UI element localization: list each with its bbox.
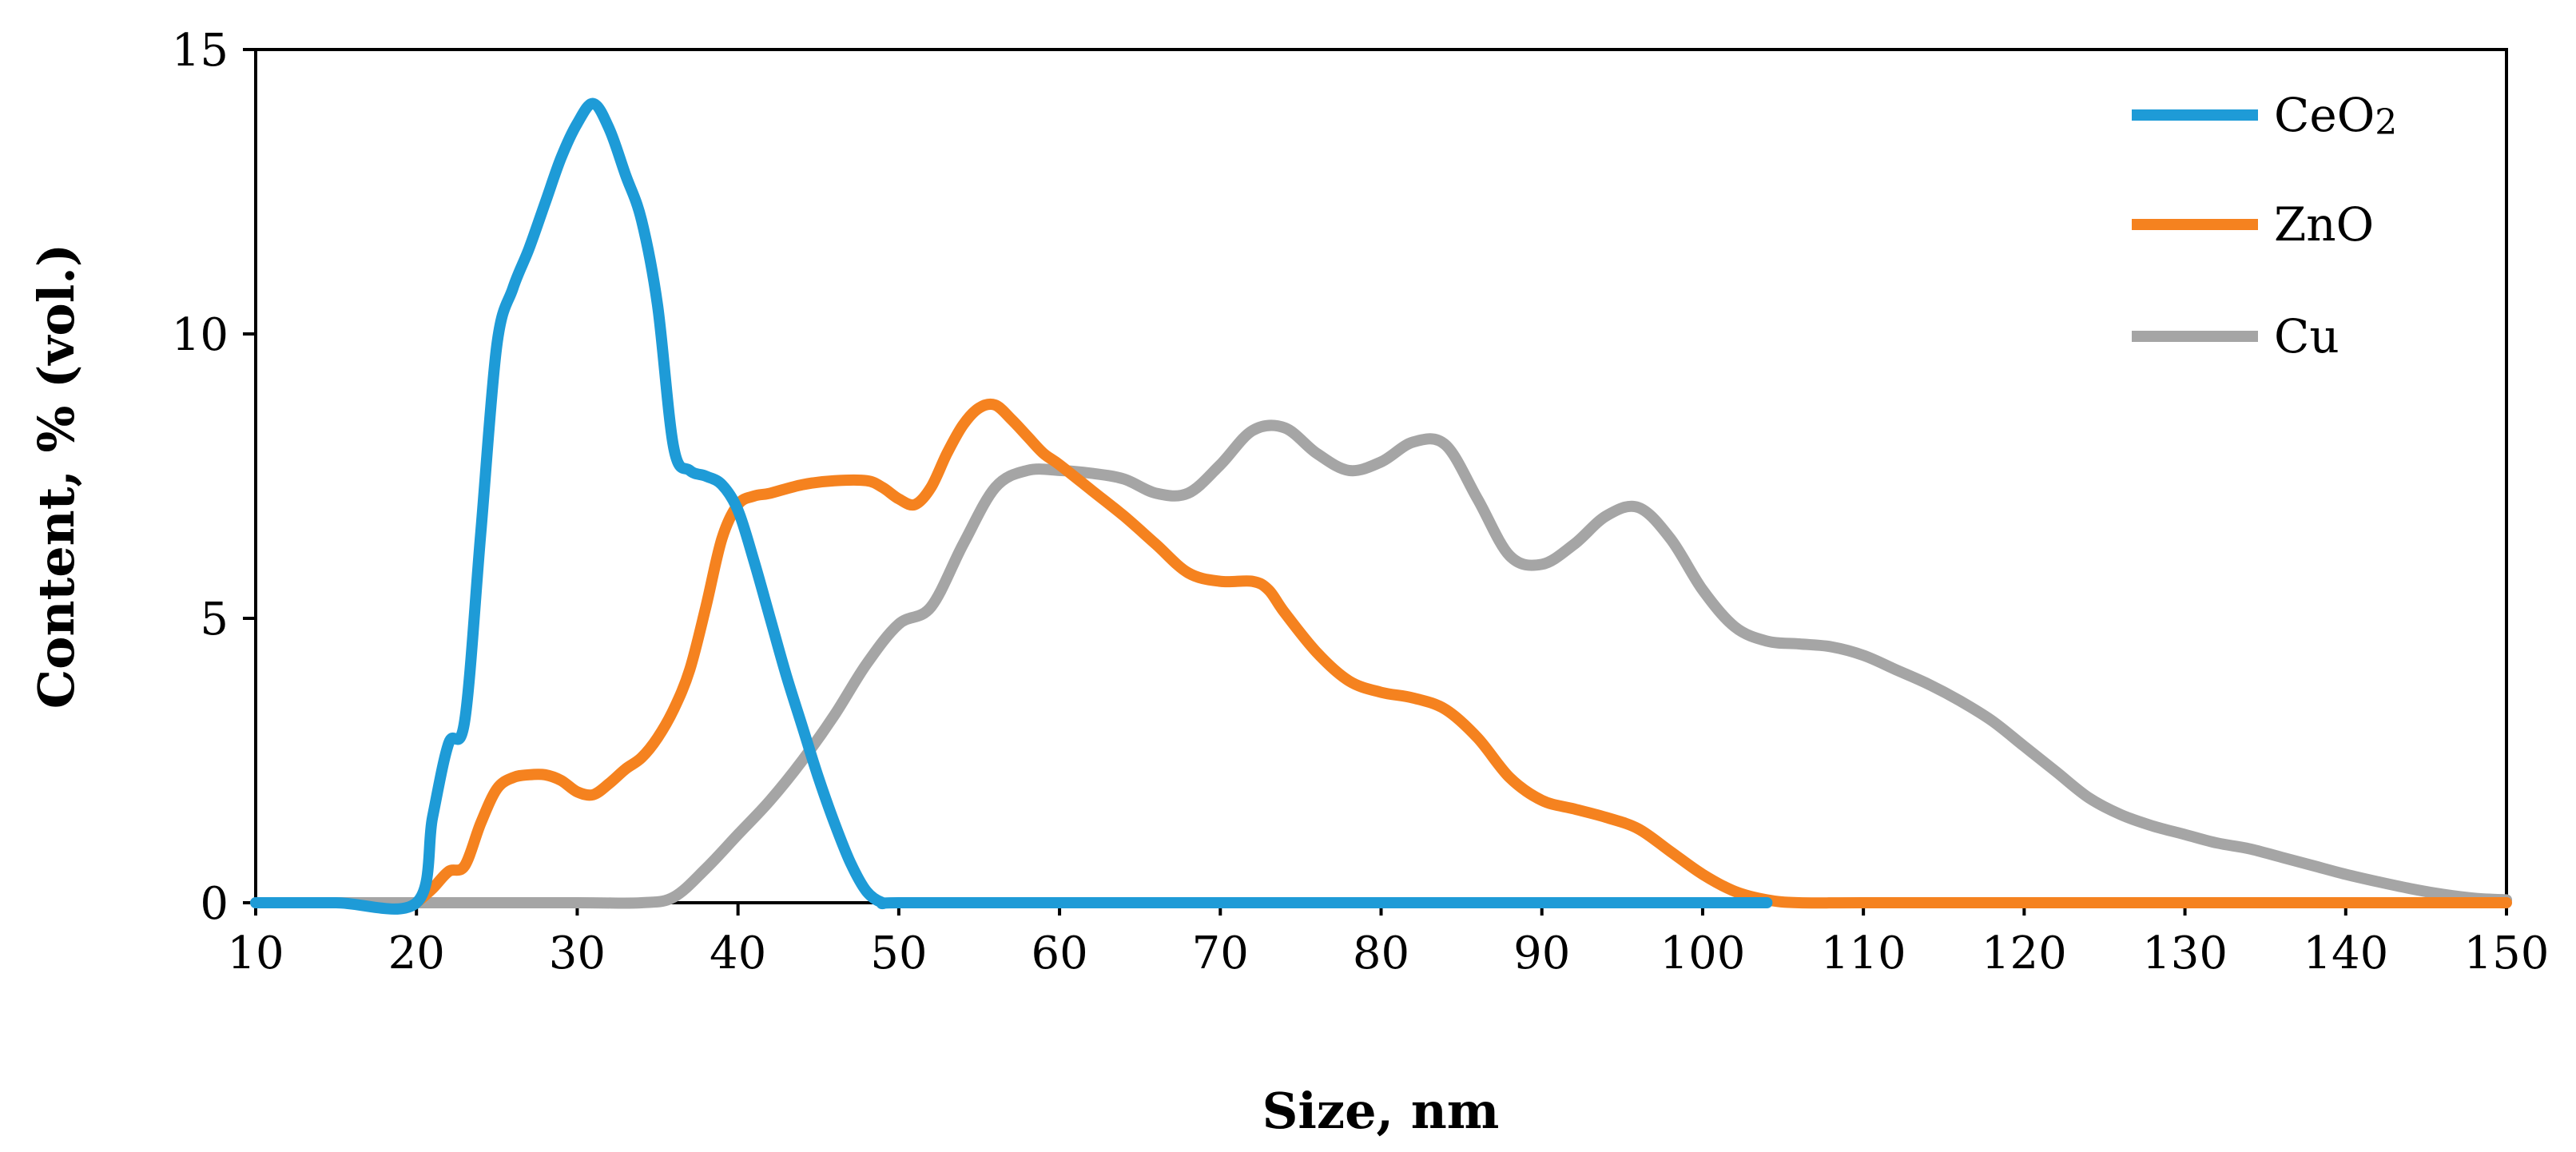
- x-tick-label: 130: [2142, 928, 2228, 979]
- series-line-ceo2: [250, 97, 1773, 915]
- x-tick-label: 70: [1192, 928, 1249, 979]
- y-tick-label: 15: [172, 25, 229, 77]
- x-tick-label: 110: [1821, 928, 1906, 979]
- legend: CeO2 ZnO Cu: [2132, 88, 2397, 363]
- ticks-layer: 10 20 30 40 50 60 70 80 90 100 110 120 130 140 150 0 5 10…: [172, 25, 2550, 979]
- y-axis-title: Content, % (vol.): [27, 244, 85, 709]
- x-tick-label: 150: [2464, 928, 2550, 979]
- x-tick-label: 50: [870, 928, 927, 979]
- y-tick-label: 5: [200, 594, 229, 646]
- x-tick-label: 60: [1031, 928, 1087, 979]
- x-tick-label: 140: [2303, 928, 2388, 979]
- x-tick-label: 120: [1982, 928, 2067, 979]
- x-tick-label: 100: [1660, 928, 1745, 979]
- legend-label-ceo2: CeO2: [2274, 88, 2397, 143]
- series-layer: [250, 97, 2512, 915]
- x-axis-title: Size, nm: [1262, 1082, 1500, 1140]
- x-tick-label: 30: [549, 928, 606, 979]
- x-tick-label: 90: [1513, 928, 1570, 979]
- legend-label-cu: Cu: [2274, 309, 2339, 363]
- series-line-cu: [250, 419, 2512, 909]
- y-tick-label: 0: [200, 878, 229, 930]
- y-tick-label: 10: [172, 309, 229, 361]
- x-tick-label: 10: [227, 928, 284, 979]
- plot-area: [254, 48, 2508, 904]
- legend-label-zno: ZnO: [2274, 197, 2374, 252]
- x-tick-label: 40: [710, 928, 766, 979]
- series-line-zno: [411, 398, 2512, 909]
- x-tick-label: 80: [1353, 928, 1409, 979]
- x-tick-label: 20: [388, 928, 445, 979]
